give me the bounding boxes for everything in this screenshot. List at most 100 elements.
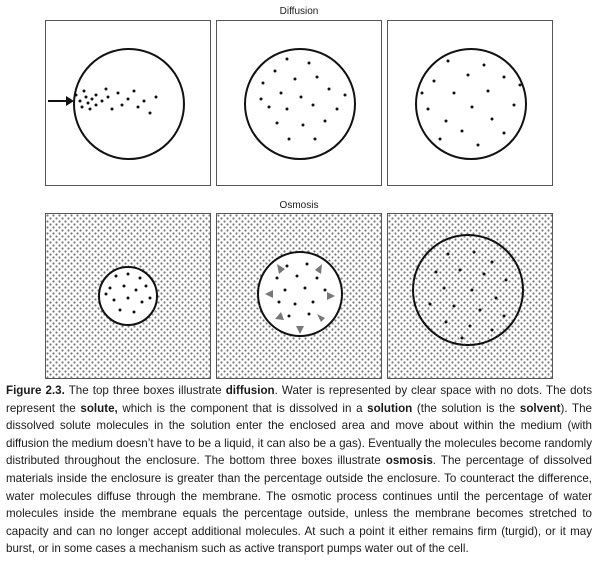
molecule-dot	[110, 107, 114, 111]
molecule-dot	[287, 314, 291, 318]
caption-text-4: (the solution is the	[412, 401, 520, 415]
molecule-dot	[428, 302, 432, 306]
molecule-dot	[303, 286, 307, 290]
osmosis-panel-2	[216, 213, 382, 379]
diffusion-title: Diffusion	[279, 6, 319, 17]
molecule-dot	[148, 111, 152, 115]
molecule-dot	[343, 93, 347, 97]
molecule-dot	[100, 99, 104, 103]
molecule-dot	[287, 137, 291, 141]
molecule-dot	[442, 286, 446, 290]
molecule-dot	[104, 292, 108, 296]
molecule-dot	[279, 91, 283, 95]
molecule-dot	[132, 310, 136, 314]
molecule-dot	[502, 75, 506, 79]
molecule-dot	[136, 105, 140, 109]
molecule-dot	[460, 336, 464, 340]
molecule-dot	[446, 252, 450, 256]
molecule-dot	[259, 97, 263, 101]
molecule-dot	[323, 288, 327, 292]
diffusion-panel-3	[387, 20, 553, 186]
molecule-dot	[293, 77, 297, 81]
molecule-dot	[311, 300, 315, 304]
molecule-dot	[518, 83, 522, 87]
molecule-dot	[446, 59, 450, 63]
caption-label: Figure 2.3.	[6, 384, 65, 397]
osmosis-panel-3	[387, 213, 553, 379]
molecule-dot	[86, 101, 90, 105]
molecule-dot	[299, 95, 303, 99]
molecule-dot	[106, 95, 110, 99]
molecule-dot	[420, 91, 424, 95]
molecule-dot	[275, 121, 279, 125]
molecule-dot	[285, 57, 289, 61]
term-solvent: solvent	[519, 401, 561, 415]
molecule-dot	[444, 320, 448, 324]
molecule-dot	[273, 69, 277, 73]
molecule-dot	[490, 260, 494, 264]
diffusion-panel-1	[45, 20, 211, 186]
osmosis-title: Osmosis	[279, 200, 319, 211]
molecule-dot	[504, 278, 508, 282]
molecule-dot	[140, 300, 144, 304]
molecule-dot	[476, 143, 480, 147]
caption-text-6: . The percentage of dissolved materials …	[6, 454, 593, 556]
molecule-dot	[126, 97, 130, 101]
diffusion-panel-2-drawing	[244, 48, 356, 160]
molecule-dot	[315, 75, 319, 79]
molecule-dot	[285, 264, 289, 268]
molecule-dot	[502, 314, 506, 318]
molecule-dot	[466, 73, 470, 77]
caption-text-2: . Water is represented by clear space wi…	[6, 384, 592, 415]
molecule-dot	[468, 324, 472, 328]
term-osmosis: osmosis	[385, 454, 433, 468]
molecule-dot	[490, 117, 494, 121]
molecule-dot	[432, 79, 436, 83]
molecule-dot	[470, 105, 474, 109]
molecule-dot	[122, 284, 126, 288]
molecule-dot	[277, 300, 281, 304]
molecule-dot	[94, 93, 98, 97]
molecule-dot	[486, 89, 490, 93]
molecule-dot	[283, 288, 287, 292]
molecule-dot	[313, 137, 317, 141]
molecule-dot	[426, 107, 430, 111]
molecule-dot	[94, 103, 98, 107]
molecule-dot	[311, 103, 315, 107]
molecule-dot	[80, 105, 84, 109]
molecule-dot	[126, 296, 130, 300]
molecule-dot	[112, 298, 116, 302]
molecule-dot	[82, 89, 86, 93]
molecule-dot	[482, 272, 486, 276]
molecule-dot	[118, 308, 122, 312]
molecule-dot	[142, 99, 146, 103]
molecule-dot	[134, 288, 138, 292]
molecule-dot	[275, 276, 279, 280]
molecule-dot	[458, 268, 462, 272]
osmosis-panel-2-drawing	[217, 214, 381, 378]
osmosis-panel-1	[45, 213, 211, 379]
molecule-dot	[478, 308, 482, 312]
molecule-dot	[482, 63, 486, 67]
molecule-dot	[452, 91, 456, 95]
molecule-dot	[144, 284, 148, 288]
molecule-dot	[472, 250, 476, 254]
molecule-dot	[452, 304, 456, 308]
molecule-dot	[154, 95, 158, 99]
molecule-dot	[104, 87, 108, 91]
molecule-dot	[434, 270, 438, 274]
molecule-dot	[267, 105, 271, 109]
molecule-dot	[307, 312, 311, 316]
molecule-dot	[512, 103, 516, 107]
molecule-dot	[490, 328, 494, 332]
molecule-dot	[108, 286, 112, 290]
molecule-dot	[90, 97, 94, 101]
molecule-dot	[315, 276, 319, 280]
molecule-dot	[444, 119, 448, 123]
molecule-dot	[88, 107, 92, 111]
diffusion-panel-2	[216, 20, 382, 186]
molecule-dot	[438, 137, 442, 141]
caption-text-1: The top three boxes illustrate	[64, 384, 226, 397]
molecule-dot	[295, 274, 299, 278]
molecule-dot	[307, 61, 311, 65]
